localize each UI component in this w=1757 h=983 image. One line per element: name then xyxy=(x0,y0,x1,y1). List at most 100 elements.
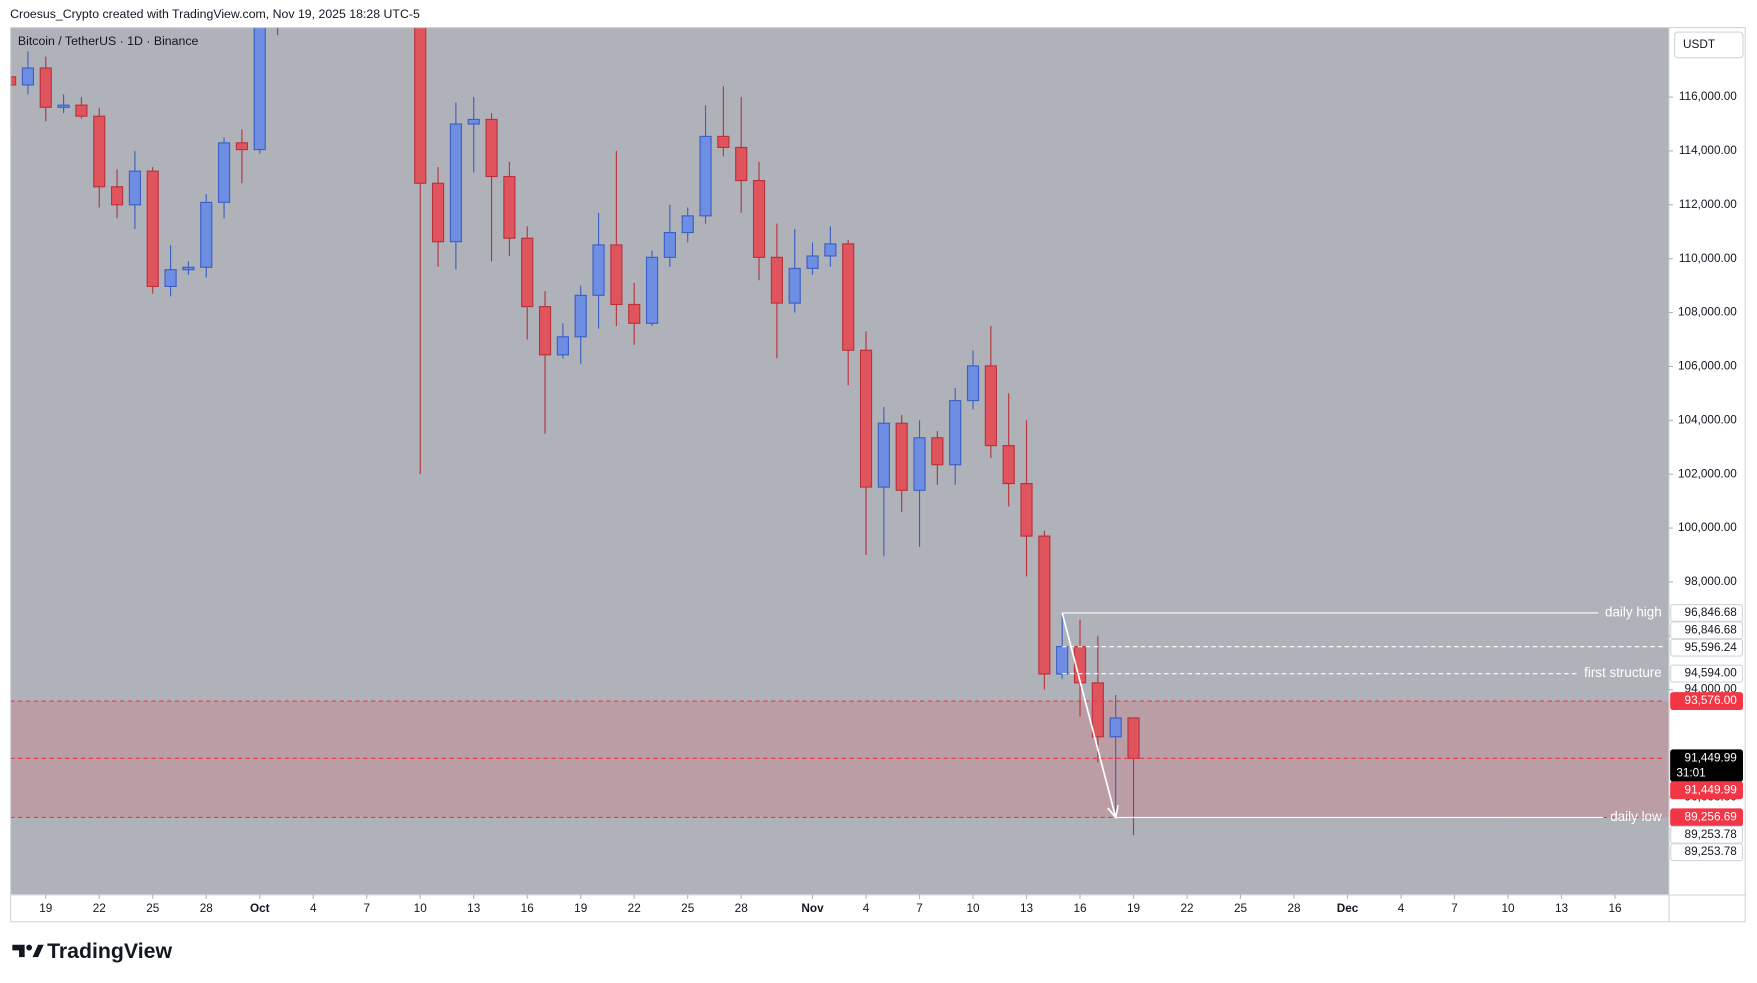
x-tick-label: 7 xyxy=(916,902,923,915)
x-tick-label: 4 xyxy=(310,902,317,915)
candle-body xyxy=(57,104,70,108)
level-label: first structure xyxy=(1584,665,1662,680)
logo-mark xyxy=(12,944,25,958)
y-tick-label: 104,000.00 xyxy=(1678,413,1737,426)
price-label: 96,846.68 xyxy=(1685,623,1738,636)
candle-body xyxy=(699,135,712,217)
arrow-line xyxy=(1061,612,1117,818)
candle-body xyxy=(110,186,124,206)
x-tick-label: 16 xyxy=(1608,902,1622,915)
x-tick-label: 28 xyxy=(200,902,214,915)
zone xyxy=(10,701,1669,818)
candle-body xyxy=(592,244,605,296)
candle-body xyxy=(467,118,480,125)
candle-body xyxy=(681,215,694,234)
currency-label: USDT xyxy=(1683,38,1715,51)
x-tick-label: 16 xyxy=(1073,902,1087,915)
logo-slash xyxy=(32,944,44,958)
level-label: daily low xyxy=(1610,809,1662,824)
y-tick-label: 112,000.00 xyxy=(1679,198,1737,211)
x-tick-label: 4 xyxy=(863,902,870,915)
x-tick-label: 10 xyxy=(966,902,980,915)
candle-body xyxy=(931,437,944,466)
x-tick-label: 25 xyxy=(681,902,695,915)
x-tick-label: 25 xyxy=(1234,902,1248,915)
candle-body xyxy=(182,266,195,271)
x-tick-label: Dec xyxy=(1337,902,1359,915)
y-tick-label: 102,000.00 xyxy=(1678,467,1737,480)
x-tick-label: 19 xyxy=(1127,902,1140,915)
x-tick-label: 7 xyxy=(363,902,370,915)
x-tick-label: Oct xyxy=(250,902,270,915)
price-label: 95,596.24 xyxy=(1685,641,1738,654)
candle-body xyxy=(538,306,552,356)
x-tick-label: 19 xyxy=(574,902,587,915)
y-tick-label: 106,000.00 xyxy=(1678,360,1737,373)
price-label: 94,594.00 xyxy=(1685,667,1738,680)
price-label-box xyxy=(1670,664,1743,683)
candle-body xyxy=(217,142,231,203)
candle-body xyxy=(663,231,676,258)
header-text: Croesus_Crypto created with TradingView.… xyxy=(10,7,420,21)
plot-area: daily high first structure daily low xyxy=(10,27,1669,836)
x-tick-label: 28 xyxy=(1287,902,1301,915)
x-tick-label: 13 xyxy=(1555,902,1569,915)
x-tick-label: Nov xyxy=(801,902,824,915)
candle-body xyxy=(414,27,427,184)
candle-body xyxy=(735,146,748,182)
candle-body xyxy=(966,365,980,402)
x-tick-label: 13 xyxy=(1020,902,1034,915)
candle-body xyxy=(449,123,462,243)
candle-body xyxy=(628,303,641,324)
price-label: 96,846.68 xyxy=(1685,606,1738,619)
candle-body xyxy=(806,255,819,269)
arrow-head xyxy=(1107,805,1119,820)
currency-button[interactable] xyxy=(1674,31,1744,59)
price-label-box xyxy=(1670,692,1743,711)
candle-body xyxy=(1002,445,1015,485)
candle-body xyxy=(717,135,730,148)
axis-labels: 116,000.00 114,000.00 112,000.00 110,000.00… xyxy=(39,90,1743,915)
candle-body xyxy=(21,67,35,86)
y-tick-label: 108,000.00 xyxy=(1678,306,1737,319)
x-tick-label: 10 xyxy=(1501,902,1515,915)
candle-body xyxy=(485,118,498,178)
candle-body xyxy=(556,336,569,356)
candle-body xyxy=(984,365,997,447)
brand-name: TradingView xyxy=(47,939,172,963)
x-tick-label: 10 xyxy=(414,902,428,915)
x-tick-label: 7 xyxy=(1451,902,1458,915)
candle-body xyxy=(949,400,962,466)
candle-body xyxy=(164,269,177,287)
candle-body xyxy=(842,243,855,351)
frame xyxy=(10,27,1746,923)
candle-body xyxy=(431,182,445,243)
candle-body xyxy=(1038,535,1051,675)
candle-body xyxy=(645,256,659,324)
y-tick-label: 116,000.00 xyxy=(1679,90,1737,103)
candle-body xyxy=(503,175,516,239)
candle-body xyxy=(521,237,534,308)
candle-body xyxy=(770,256,783,304)
countdown-label: 31:01 xyxy=(1676,767,1705,780)
price-label: 89,253.78 xyxy=(1685,828,1738,841)
x-tick-label: 28 xyxy=(735,902,749,915)
brand-logo xyxy=(12,944,44,958)
y-tick-label: 98,000.00 xyxy=(1685,575,1738,588)
candle-body xyxy=(1091,682,1104,738)
candle-body xyxy=(788,267,801,304)
candle-body xyxy=(200,201,213,268)
candle-body xyxy=(10,76,17,86)
x-tick-label: 22 xyxy=(1180,902,1193,915)
candle-body xyxy=(1109,717,1122,738)
plot-background xyxy=(10,27,1669,895)
price-label: 91,449.99 xyxy=(1685,783,1737,796)
candle-body xyxy=(877,422,890,488)
x-tick-label: 13 xyxy=(467,902,481,915)
x-tick-label: 22 xyxy=(93,902,106,915)
candle-body xyxy=(1127,717,1140,759)
x-tick-label: 16 xyxy=(521,902,535,915)
level-label: daily high xyxy=(1605,605,1662,620)
price-label-box xyxy=(1670,638,1743,657)
candle-body xyxy=(913,437,926,491)
